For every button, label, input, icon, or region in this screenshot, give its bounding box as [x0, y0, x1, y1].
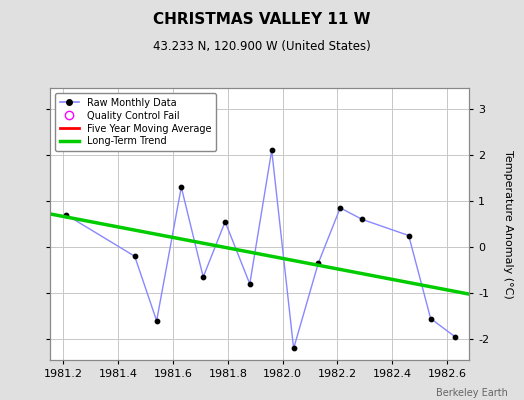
Point: [152, 318, 161, 324]
Point: [427, 315, 435, 322]
Point: [314, 260, 322, 266]
Point: [451, 334, 460, 340]
Point: [130, 253, 139, 260]
Point: [221, 218, 230, 225]
Point: [199, 274, 208, 280]
Point: [246, 281, 254, 287]
Point: [289, 345, 298, 352]
Point: [336, 205, 344, 211]
Point: [358, 216, 366, 222]
Point: [405, 232, 413, 239]
Legend: Raw Monthly Data, Quality Control Fail, Five Year Moving Average, Long-Term Tren: Raw Monthly Data, Quality Control Fail, …: [54, 93, 216, 151]
Point: [177, 184, 185, 190]
Point: [62, 212, 70, 218]
Text: CHRISTMAS VALLEY 11 W: CHRISTMAS VALLEY 11 W: [153, 12, 371, 27]
Text: Berkeley Earth: Berkeley Earth: [436, 388, 508, 398]
Point: [268, 147, 276, 154]
Text: 43.233 N, 120.900 W (United States): 43.233 N, 120.900 W (United States): [153, 40, 371, 53]
Y-axis label: Temperature Anomaly (°C): Temperature Anomaly (°C): [503, 150, 513, 298]
